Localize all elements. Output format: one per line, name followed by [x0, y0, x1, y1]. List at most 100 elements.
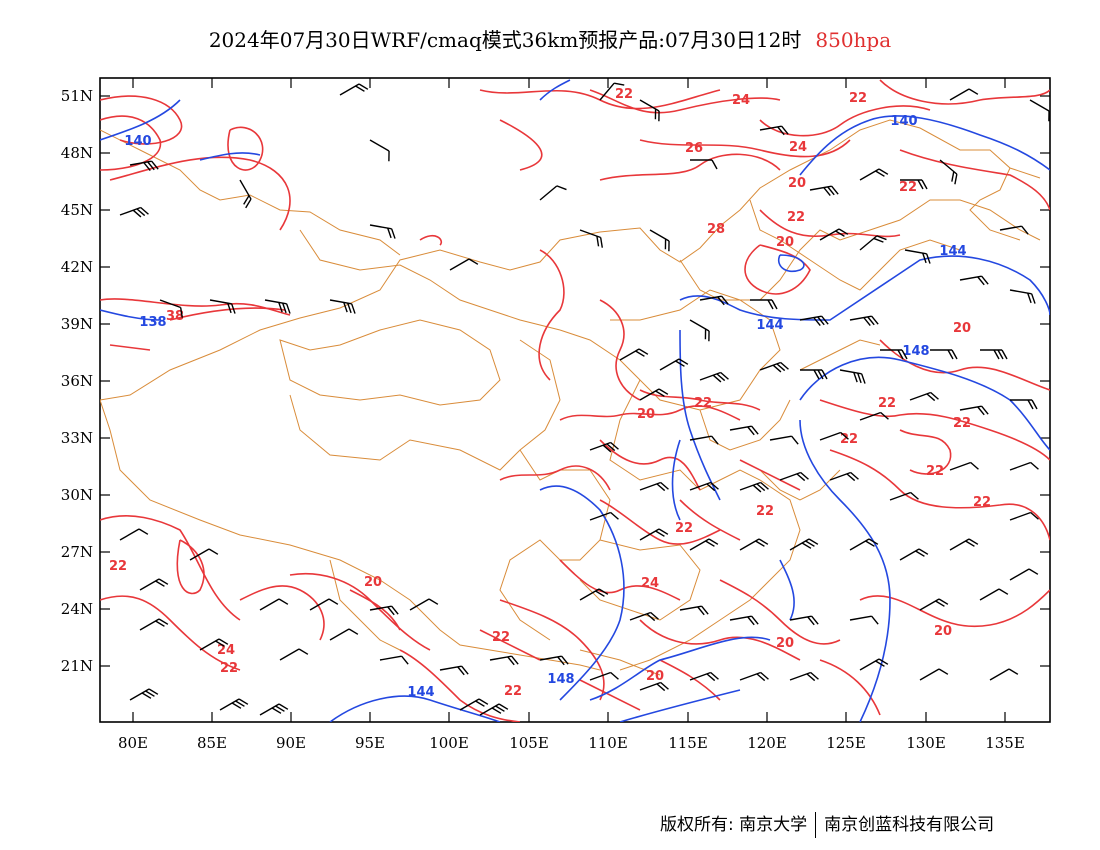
- temperature-contour-label: 22: [109, 559, 127, 574]
- wind-barb: [800, 369, 828, 380]
- wind-barbs: [119, 82, 1050, 716]
- title-level: 850hpa: [815, 28, 892, 52]
- wind-barb: [999, 225, 1029, 235]
- axis-ticks: [100, 78, 1050, 722]
- temperature-contour-label: 38: [166, 309, 184, 324]
- wind-barb: [139, 578, 169, 591]
- wind-barb: [699, 295, 729, 306]
- wind-barb: [789, 615, 819, 626]
- wind-barb: [699, 371, 729, 383]
- wind-barb: [789, 671, 819, 682]
- wind-barb: [129, 160, 159, 172]
- boundary-lines: [100, 119, 1041, 676]
- axis-tick-labels: 80E 85E 90E 95E 100E 105E 110E 115E 120E 125E 130E…: [61, 87, 1025, 752]
- lat-tick-label: 24N: [61, 600, 93, 618]
- wind-barb: [939, 159, 958, 185]
- lon-tick-label: 95E: [355, 734, 385, 752]
- lat-tick-label: 48N: [61, 144, 93, 162]
- wind-barb: [979, 588, 1009, 601]
- wind-barb: [1029, 99, 1050, 122]
- wind-barb: [1009, 568, 1039, 581]
- wind-barb: [369, 139, 390, 162]
- copyright-footer: 版权所有: 南京大学 南京创蓝科技有限公司: [660, 810, 994, 838]
- temperature-contour-label: 20: [637, 407, 655, 422]
- temperature-contours: [100, 79, 1050, 722]
- geopotential-contour-label: 148: [547, 672, 574, 687]
- copyright-right: 南京创蓝科技有限公司: [824, 815, 995, 835]
- wind-barb: [949, 461, 979, 471]
- geopotential-labels: 140 140 144 144 148 138 144 148: [124, 114, 966, 700]
- temperature-contour-label: 20: [776, 235, 794, 250]
- temperature-contour-label: 24: [732, 93, 750, 108]
- lon-tick-label: 135E: [985, 734, 1025, 752]
- geopotential-contours: [100, 79, 1050, 722]
- wind-barb: [619, 348, 649, 361]
- lat-tick-label: 30N: [61, 486, 93, 504]
- wind-barb: [859, 411, 889, 421]
- lat-tick-label: 33N: [61, 429, 93, 447]
- wind-barb: [849, 315, 879, 327]
- temperature-labels: 22 24 26 24 22 20 22 20 28 24 22 20 22 22 22 22 22 22 22 22…: [109, 87, 991, 699]
- temperature-contour-label: 22: [953, 416, 971, 431]
- wind-barb: [899, 548, 929, 561]
- geopotential-contour-label: 140: [890, 114, 917, 129]
- wind-barb: [199, 638, 229, 651]
- lon-tick-label: 85E: [197, 734, 227, 752]
- wind-barb: [930, 349, 958, 360]
- wind-barb: [209, 299, 236, 314]
- wind-barb: [189, 548, 219, 561]
- lat-tick-label: 27N: [61, 543, 93, 561]
- temperature-contour-label: 22: [694, 396, 712, 411]
- wind-barb: [329, 628, 359, 641]
- wind-barb: [449, 258, 479, 271]
- geopotential-contour-label: 144: [939, 244, 966, 259]
- map-frame: [99, 77, 1051, 723]
- wind-barb: [849, 615, 879, 625]
- wind-barb: [129, 688, 159, 701]
- wind-barb: [729, 425, 759, 436]
- wind-barb: [799, 315, 829, 327]
- wind-barb: [689, 435, 719, 445]
- wind-barb: [159, 299, 183, 318]
- temperature-contour-label: 28: [707, 222, 725, 237]
- temperature-contour-label: 22: [220, 661, 238, 676]
- temperature-contour-label: 20: [788, 176, 806, 191]
- wind-barb: [479, 703, 509, 716]
- wind-barb: [789, 538, 819, 551]
- wind-barb: [639, 681, 669, 692]
- wind-barb: [949, 88, 979, 101]
- wind-barb: [599, 82, 625, 101]
- wind-barb: [859, 235, 887, 251]
- wind-barb: [980, 349, 1008, 360]
- lat-tick-label: 21N: [61, 657, 93, 675]
- lon-tick-label: 125E: [826, 734, 866, 752]
- lat-tick-label: 51N: [61, 87, 93, 105]
- wind-barb: [659, 358, 689, 371]
- wind-barb: [639, 99, 660, 122]
- wind-barb: [259, 598, 289, 611]
- temperature-contour-label: 20: [776, 636, 794, 651]
- temperature-contour-label: 22: [849, 91, 867, 106]
- wind-barb: [539, 185, 567, 201]
- wind-barb: [989, 668, 1019, 681]
- temperature-contour-label: 22: [926, 464, 944, 479]
- temperature-contour-label: 26: [685, 141, 703, 156]
- wind-barb: [689, 481, 719, 492]
- wind-barb: [119, 206, 149, 218]
- wind-barb: [459, 698, 489, 711]
- temperature-contour-label: 22: [615, 87, 633, 102]
- wind-barb: [900, 179, 928, 190]
- wind-barb: [639, 481, 669, 492]
- wind-barb: [849, 538, 879, 551]
- wind-barb: [1009, 461, 1039, 471]
- temperature-contour-label: 22: [492, 630, 510, 645]
- temperature-contour-label: 24: [789, 140, 807, 155]
- wind-barb: [369, 224, 396, 239]
- wind-barb: [589, 671, 619, 681]
- wind-barb: [880, 349, 908, 360]
- wind-barb: [809, 185, 839, 197]
- wind-barb: [779, 471, 809, 482]
- wind-barb: [439, 665, 469, 676]
- lon-tick-label: 130E: [906, 734, 946, 752]
